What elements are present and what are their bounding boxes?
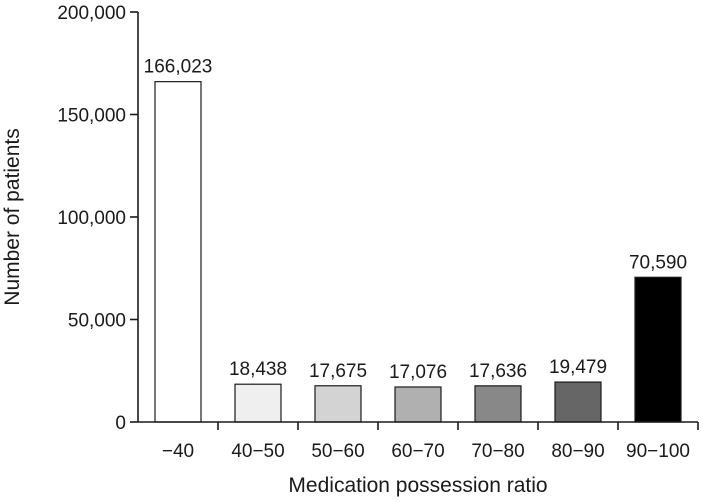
x-tick-label: 40−50 — [231, 441, 284, 462]
x-tick-label: 50−60 — [311, 441, 364, 462]
x-tick-label: 60−70 — [391, 441, 444, 462]
bar-data-label: 17,636 — [469, 361, 527, 382]
bar-data-label: 17,675 — [309, 361, 367, 382]
y-tick-label: 150,000 — [57, 106, 126, 127]
bar-data-label: 19,479 — [549, 357, 607, 378]
bar — [234, 383, 282, 423]
bars-group — [154, 81, 682, 423]
y-ticks-group: 0 50,000 100,000 150,000 200,000 — [57, 3, 138, 434]
bar — [154, 81, 202, 423]
x-tick-label: −40 — [162, 441, 194, 462]
bar — [394, 386, 442, 423]
y-tick-label: 0 — [115, 413, 126, 434]
x-tick-label: 80−90 — [551, 441, 604, 462]
data-labels-group: 166,023 18,438 17,675 17,076 17,636 19,479 70,… — [144, 57, 687, 383]
y-tick-label: 50,000 — [68, 311, 126, 332]
bar — [314, 385, 362, 423]
bar — [554, 381, 602, 423]
bar-data-label: 18,438 — [229, 359, 287, 380]
bar-data-label: 70,590 — [629, 252, 687, 273]
y-axis-title: Number of patients — [1, 128, 24, 305]
bar-data-label: 17,076 — [389, 362, 447, 383]
bar — [474, 385, 522, 423]
x-ticks-group: −40 40−50 50−60 60−70 70−80 80−90 90−100 — [162, 422, 699, 462]
x-tick-label: 70−80 — [471, 441, 524, 462]
y-tick-label: 200,000 — [57, 3, 126, 24]
y-tick-label: 100,000 — [57, 208, 126, 229]
x-axis-title: Medication possession ratio — [288, 474, 547, 497]
x-tick-label: 90−100 — [626, 441, 690, 462]
bar-data-label: 166,023 — [144, 57, 213, 78]
bar — [634, 276, 682, 423]
